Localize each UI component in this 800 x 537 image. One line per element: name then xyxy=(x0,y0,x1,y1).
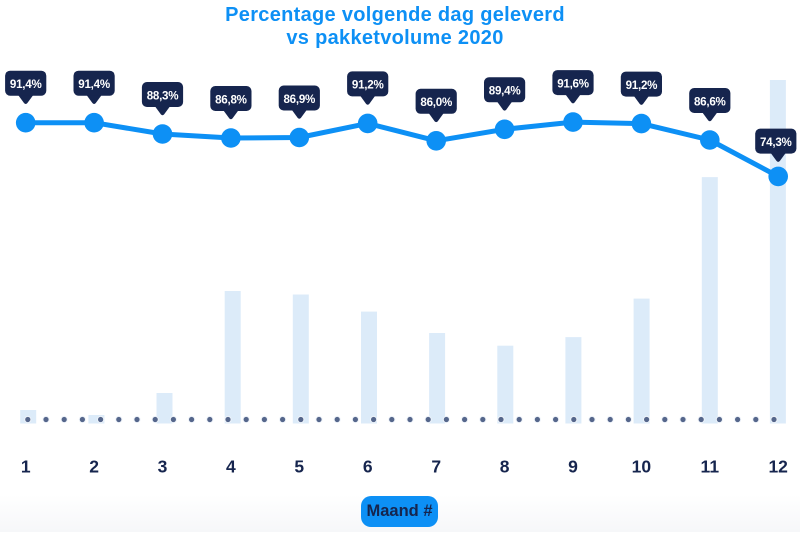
svg-text:1: 1 xyxy=(21,456,31,476)
svg-text:89,4%: 89,4% xyxy=(489,85,521,98)
svg-text:86,6%: 86,6% xyxy=(694,95,726,108)
svg-text:91,4%: 91,4% xyxy=(78,78,110,91)
svg-text:9: 9 xyxy=(568,456,578,476)
svg-text:86,0%: 86,0% xyxy=(420,96,452,109)
svg-text:4: 4 xyxy=(226,456,236,476)
svg-text:3: 3 xyxy=(158,456,168,476)
svg-text:11: 11 xyxy=(701,456,720,476)
svg-text:6: 6 xyxy=(363,456,373,476)
svg-text:86,9%: 86,9% xyxy=(283,93,315,106)
svg-text:12: 12 xyxy=(768,456,788,476)
svg-text:8: 8 xyxy=(500,456,510,476)
svg-text:91,4%: 91,4% xyxy=(10,78,42,91)
svg-text:7: 7 xyxy=(431,456,441,476)
svg-text:91,2%: 91,2% xyxy=(626,79,658,92)
svg-text:86,8%: 86,8% xyxy=(215,93,247,106)
svg-text:2: 2 xyxy=(89,456,99,476)
svg-text:10: 10 xyxy=(632,456,652,476)
svg-text:5: 5 xyxy=(294,456,304,476)
svg-text:74,3%: 74,3% xyxy=(760,136,792,149)
svg-text:91,6%: 91,6% xyxy=(557,77,589,90)
svg-text:91,2%: 91,2% xyxy=(352,79,384,92)
svg-text:88,3%: 88,3% xyxy=(147,89,179,102)
